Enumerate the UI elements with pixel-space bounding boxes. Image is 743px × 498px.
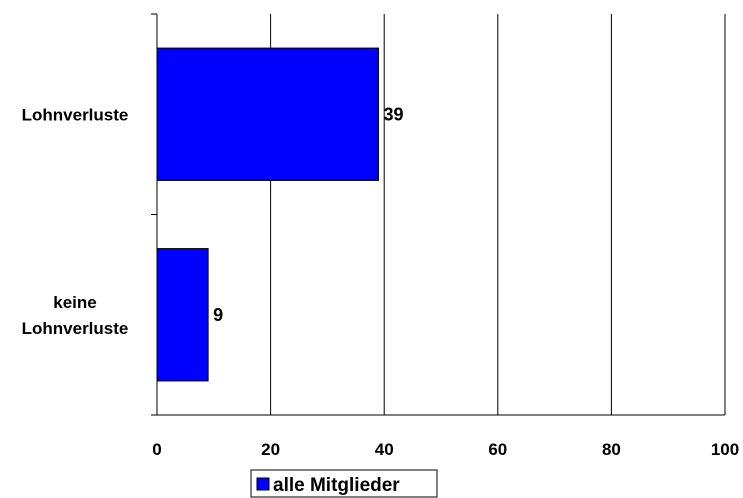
category-label-line: Lohnverluste <box>22 319 129 338</box>
bar-2 <box>156 248 209 382</box>
x-tick-label-0: 0 <box>152 440 161 459</box>
x-tick-label-20: 20 <box>261 440 280 459</box>
x-tick-label-40: 40 <box>375 440 394 459</box>
x-tick-label-100: 100 <box>711 440 739 459</box>
gridlines <box>270 14 726 415</box>
category-label-2: keine Lohnverluste <box>22 293 129 338</box>
axes <box>151 13 725 416</box>
legend-swatch <box>256 477 270 491</box>
legend: alle Mitglieder <box>250 469 438 498</box>
x-tick-label-60: 60 <box>488 440 507 459</box>
data-label-1: 39 <box>384 104 404 124</box>
labels: 39 Lohnverluste 9 keine Lohnverluste 0 20 40 60 8… <box>22 104 740 459</box>
legend-label: alle Mitglieder <box>273 475 400 496</box>
category-label-line: keine <box>53 293 96 312</box>
x-tick-label-80: 80 <box>602 440 621 459</box>
category-label-1: Lohnverluste <box>22 105 129 124</box>
bar-1 <box>156 47 380 181</box>
bars <box>156 47 380 382</box>
data-label-2: 9 <box>213 305 223 325</box>
legend-box <box>250 469 438 498</box>
category-label-line: Lohnverluste <box>22 105 129 124</box>
